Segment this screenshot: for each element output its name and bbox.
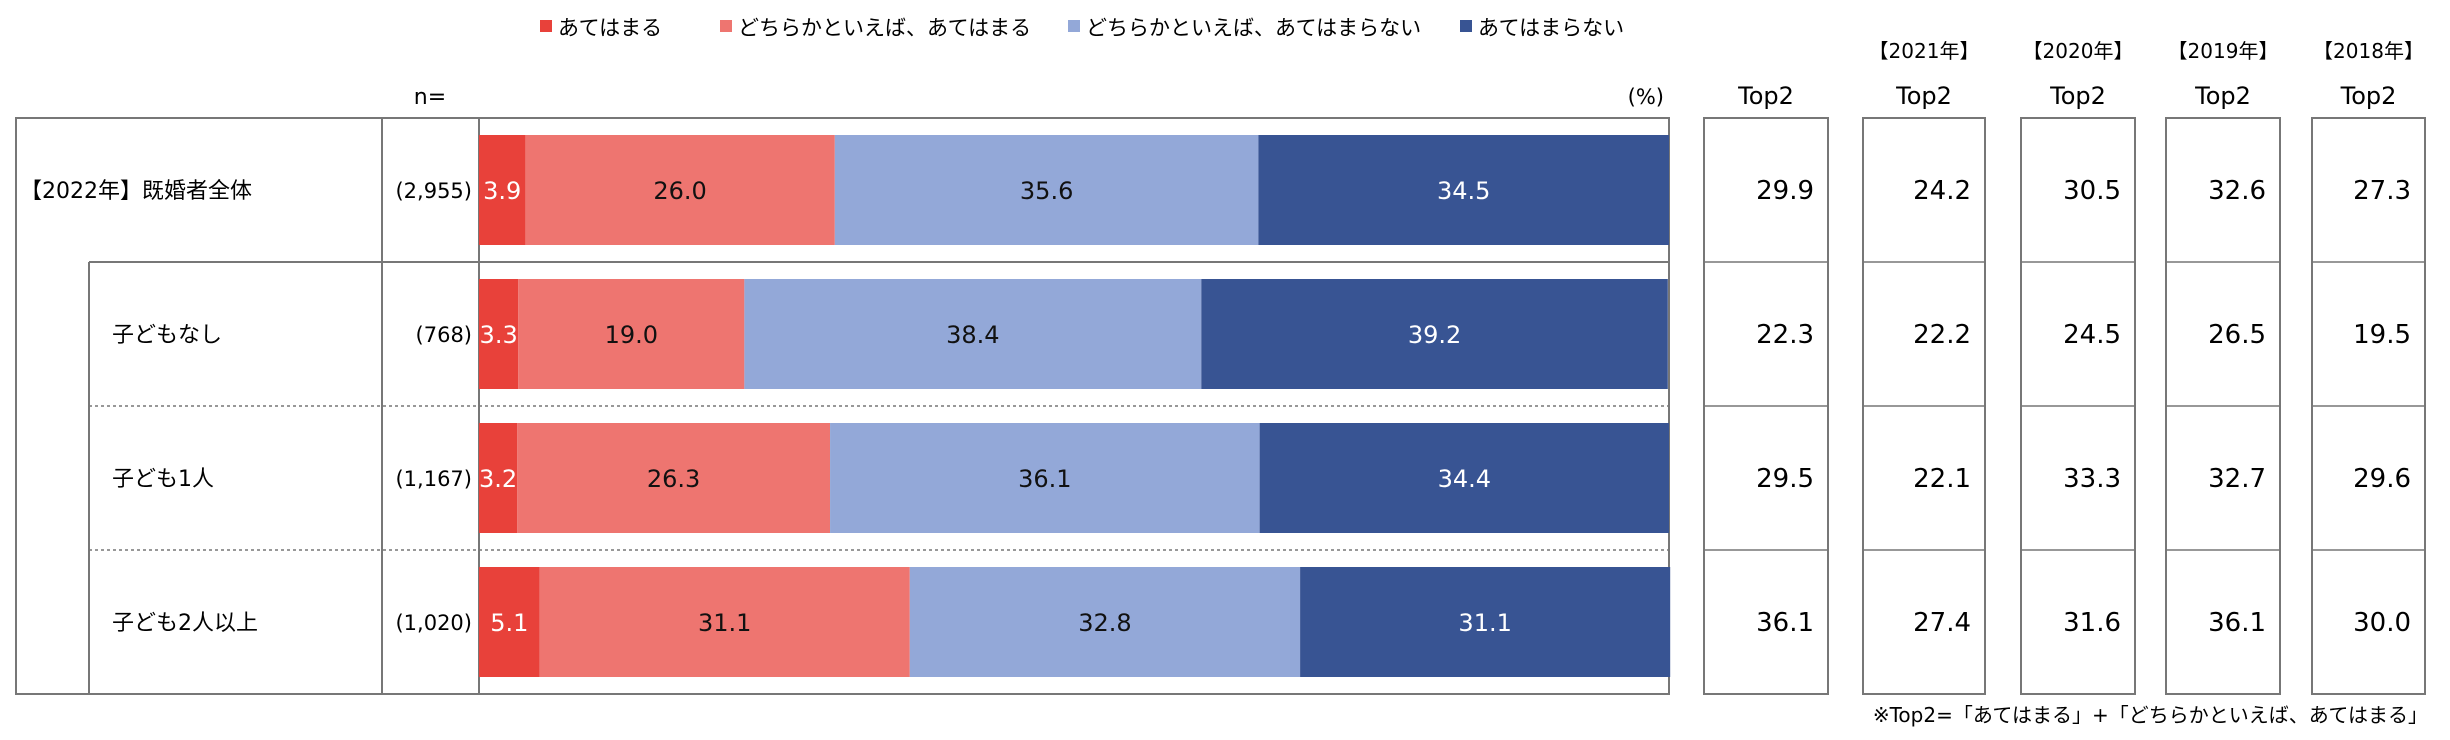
bar-segment xyxy=(834,135,1259,245)
top2-value: 19.5 xyxy=(2353,320,2411,350)
data-label: 36.1 xyxy=(1018,465,1071,493)
top2-value: 24.2 xyxy=(1913,176,1971,206)
data-label: 31.1 xyxy=(1458,609,1511,637)
top2-value: 29.6 xyxy=(2353,464,2411,494)
data-label: 26.0 xyxy=(653,177,706,205)
data-label: 19.0 xyxy=(605,321,658,349)
top2-value: 24.5 xyxy=(2063,320,2121,350)
bars: 【2022年】既婚者全体 (2,955) 3.9 26.0 35.6 34.5 子どもなし (… xyxy=(20,135,1671,677)
top2-header: Top2 xyxy=(1737,82,1794,110)
legend-label: あてはまらない xyxy=(1478,16,1624,40)
top2-value: 31.6 xyxy=(2063,608,2121,638)
legend-label: あてはまる xyxy=(558,16,662,40)
year-label: 【2019年】 xyxy=(2168,39,2279,63)
top2-value: 30.0 xyxy=(2353,608,2411,638)
legend-swatch xyxy=(540,20,552,32)
category-label: 【2022年】既婚者全体 xyxy=(20,179,252,204)
bar-segment xyxy=(479,135,526,245)
top2-value: 29.9 xyxy=(1756,176,1814,206)
bar-segment xyxy=(830,423,1260,533)
top2-value: 29.5 xyxy=(1756,464,1814,494)
top2-value: 26.5 xyxy=(2208,320,2266,350)
data-label: 26.3 xyxy=(647,465,700,493)
year-label: 【2020年】 xyxy=(2023,39,2134,63)
bar-segment xyxy=(744,279,1202,389)
data-label: 3.3 xyxy=(480,321,518,349)
percent-unit-label: (%) xyxy=(1628,85,1664,109)
bar-segment xyxy=(1201,279,1668,389)
top2-value: 32.6 xyxy=(2208,176,2266,206)
year-label: 【2018年】 xyxy=(2313,39,2424,63)
top2-value: 30.5 xyxy=(2063,176,2121,206)
data-label: 5.1 xyxy=(490,609,528,637)
bar-segment xyxy=(479,567,540,677)
n-value: (2,955) xyxy=(395,179,472,203)
legend-swatch xyxy=(720,20,732,32)
top2-value: 33.3 xyxy=(2063,464,2121,494)
category-label: 子ども1人 xyxy=(112,467,214,492)
top2-header: Top2 xyxy=(2340,82,2397,110)
data-label: 3.9 xyxy=(483,177,521,205)
top2-value: 32.7 xyxy=(2208,464,2266,494)
data-label: 35.6 xyxy=(1020,177,1073,205)
legend: あてはまる どちらかといえば、あてはまる どちらかといえば、あてはまらない あてはまら… xyxy=(540,16,1624,40)
category-label: 子どもなし xyxy=(112,323,222,348)
top2-value: 22.3 xyxy=(1756,320,1814,350)
bar-segment xyxy=(1259,423,1669,533)
bar-segment xyxy=(479,423,518,533)
bar-segment xyxy=(479,279,519,389)
n-label: n= xyxy=(414,85,446,110)
data-label: 39.2 xyxy=(1408,321,1461,349)
top2-header: Top2 xyxy=(2049,82,2106,110)
bar-segment xyxy=(517,423,831,533)
legend-swatch xyxy=(1068,20,1080,32)
year-label: 【2021年】 xyxy=(1869,39,1980,63)
legend-label: どちらかといえば、あてはまる xyxy=(738,16,1031,40)
bar-segment xyxy=(525,135,835,245)
top2-value: 22.2 xyxy=(1913,320,1971,350)
top2-header: Top2 xyxy=(1895,82,1952,110)
legend-label: どちらかといえば、あてはまらない xyxy=(1086,16,1421,40)
data-label: 34.5 xyxy=(1437,177,1490,205)
top2-value: 36.1 xyxy=(2208,608,2266,638)
bar-segment xyxy=(518,279,745,389)
data-label: 38.4 xyxy=(946,321,999,349)
legend-swatch xyxy=(1460,20,1472,32)
top2-value: 36.1 xyxy=(1756,608,1814,638)
top2-header: Top2 xyxy=(2194,82,2251,110)
data-label: 31.1 xyxy=(698,609,751,637)
top2-value: 27.3 xyxy=(2353,176,2411,206)
category-label: 子ども2人以上 xyxy=(112,611,258,636)
n-value: (768) xyxy=(416,323,472,347)
data-label: 3.2 xyxy=(479,465,517,493)
data-label: 34.4 xyxy=(1438,465,1491,493)
top2-value: 27.4 xyxy=(1913,608,1971,638)
n-value: (1,020) xyxy=(395,611,472,635)
n-value: (1,167) xyxy=(395,467,472,491)
top2-value: 22.1 xyxy=(1913,464,1971,494)
bar-segment xyxy=(909,567,1301,677)
bar-segment xyxy=(1300,567,1671,677)
bar-segment xyxy=(539,567,910,677)
data-label: 32.8 xyxy=(1078,609,1131,637)
top2-columns: Top2 29.9 22.3 29.5 36.1 【2021年】 Top2 24.2 22.2 2… xyxy=(1703,39,2426,695)
bar-segment xyxy=(1258,135,1669,245)
footnote: ※Top2=「あてはまる」+「どちらかといえば、あてはまる」 xyxy=(1873,703,2428,727)
